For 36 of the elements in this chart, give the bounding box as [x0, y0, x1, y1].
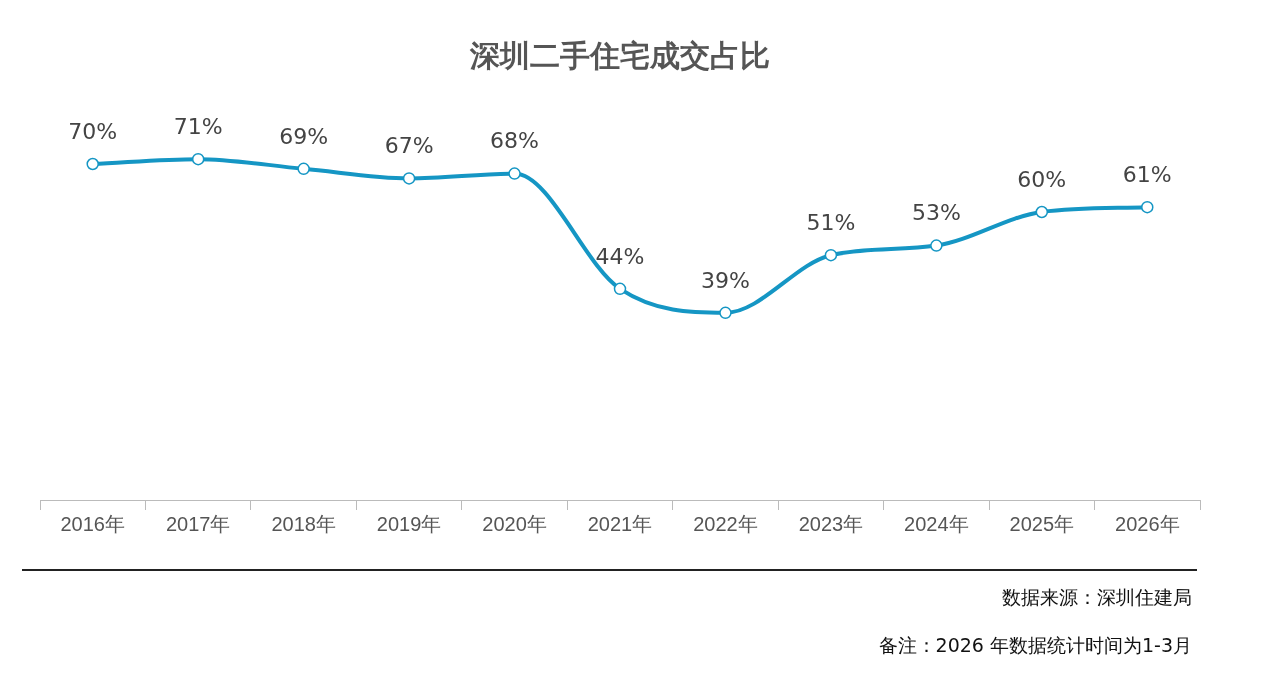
x-tick-label: 2020年 — [482, 512, 547, 535]
point — [297, 162, 310, 176]
data-label: 39% — [701, 267, 750, 293]
point — [86, 157, 99, 171]
x-tick-label: 2026年 — [1115, 512, 1180, 535]
data-label: 51% — [806, 209, 856, 235]
data-label: 44% — [595, 243, 645, 269]
data-label: 67% — [384, 133, 434, 159]
point — [1141, 200, 1154, 214]
x-tick-label: 2024年 — [904, 512, 969, 535]
x-tick-label: 2023年 — [798, 512, 864, 535]
x-tick-label: 2021年 — [587, 512, 653, 535]
point — [402, 172, 416, 185]
data-label: 69% — [279, 123, 329, 149]
point — [191, 152, 205, 166]
point — [508, 167, 521, 180]
x-tick-label: 2017年 — [165, 512, 231, 535]
data-label: 70% — [68, 118, 118, 144]
x-tick-label: 2019年 — [376, 512, 442, 535]
data-label: 71% — [173, 113, 223, 139]
point — [824, 248, 838, 262]
x-tick-label: 2016年 — [60, 512, 125, 535]
point — [930, 239, 943, 252]
data-label: 60% — [1017, 166, 1067, 192]
data-label: 53% — [911, 200, 961, 226]
chart-title: 深圳二手住宅成交占比 — [469, 37, 770, 73]
x-tick-label: 2022年 — [693, 512, 758, 535]
x-tick-label: 2025年 — [1009, 512, 1075, 535]
data-label: 61% — [1122, 161, 1172, 187]
text: 备注：2026 年数据统计时间为1-3月 — [878, 633, 1192, 658]
point — [719, 306, 732, 320]
point — [613, 282, 627, 296]
x-tick-label: 2018年 — [271, 512, 336, 535]
data-label: 68% — [490, 128, 539, 154]
point — [1035, 205, 1049, 219]
source-note: 数据来源：深圳住建局 — [1002, 585, 1192, 610]
